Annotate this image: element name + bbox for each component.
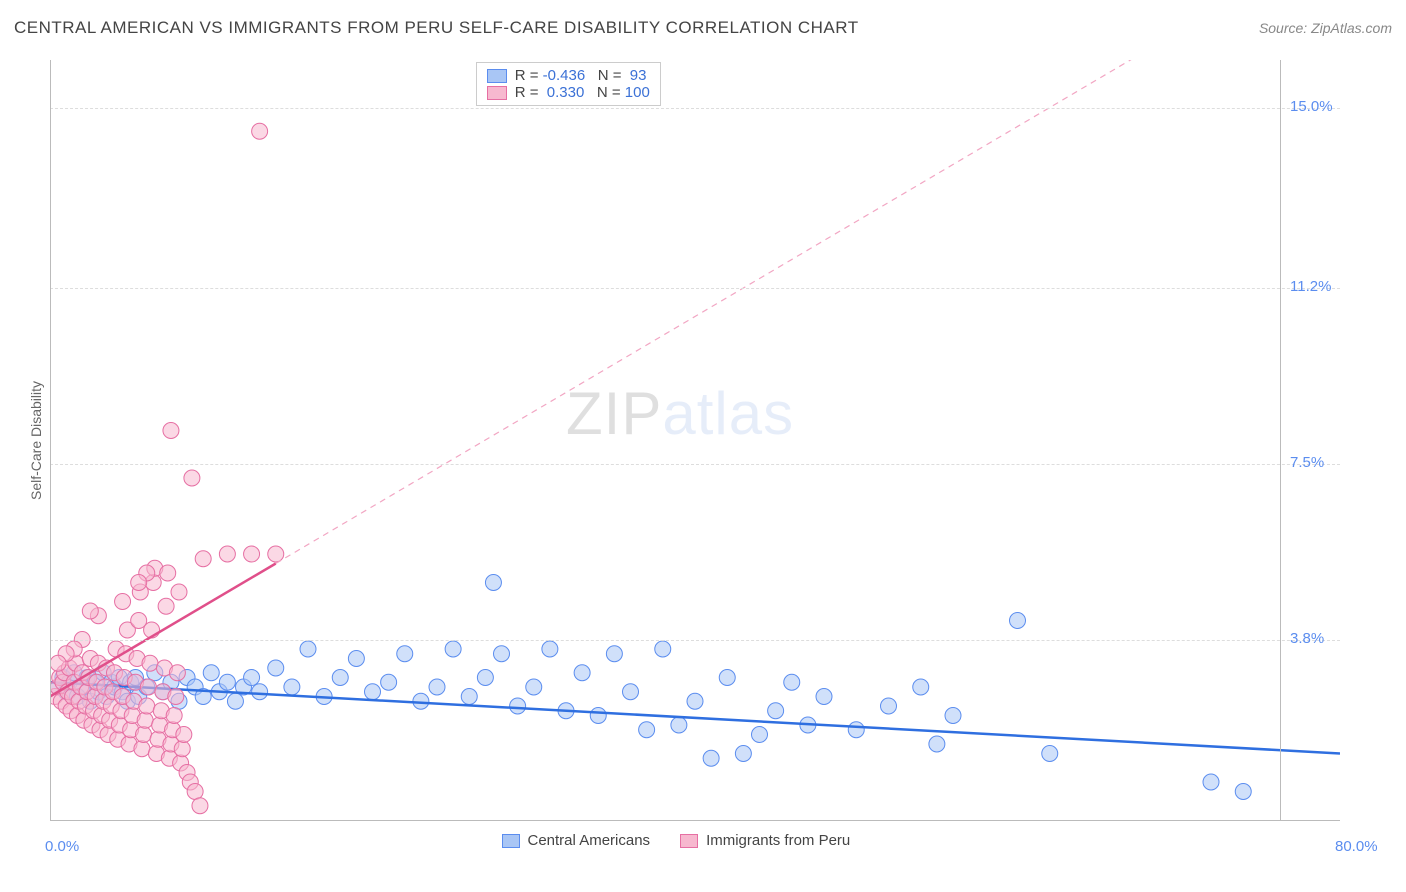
legend-swatch [502, 834, 520, 848]
plot-svg [50, 60, 1340, 820]
legend-swatch [680, 834, 698, 848]
y-tick: 15.0% [1290, 98, 1333, 115]
scatter-plot [50, 60, 1340, 820]
legend-item: Immigrants from Peru [680, 832, 850, 849]
correlation-legend: R = -0.436 N = 93R = 0.330 N = 100 [476, 62, 661, 106]
legend-row: R = -0.436 N = 93 [487, 67, 650, 84]
x-tick: 0.0% [45, 838, 79, 855]
legend-label: Immigrants from Peru [706, 832, 850, 849]
y-tick: 11.2% [1290, 278, 1331, 295]
legend-swatch [487, 86, 507, 100]
chart-title: CENTRAL AMERICAN VS IMMIGRANTS FROM PERU… [14, 18, 859, 38]
y-tick: 3.8% [1290, 630, 1324, 647]
y-tick: 7.5% [1290, 454, 1324, 471]
x-tick: 80.0% [1335, 838, 1378, 855]
y-axis-label: Self-Care Disability [28, 381, 44, 500]
legend-row: R = 0.330 N = 100 [487, 84, 650, 101]
series-legend: Central Americans Immigrants from Peru [502, 832, 851, 849]
legend-item: Central Americans [502, 832, 651, 849]
chart-source: Source: ZipAtlas.com [1259, 20, 1392, 36]
legend-swatch [487, 69, 507, 83]
legend-label: Central Americans [528, 832, 651, 849]
chart-header: CENTRAL AMERICAN VS IMMIGRANTS FROM PERU… [14, 18, 1392, 38]
